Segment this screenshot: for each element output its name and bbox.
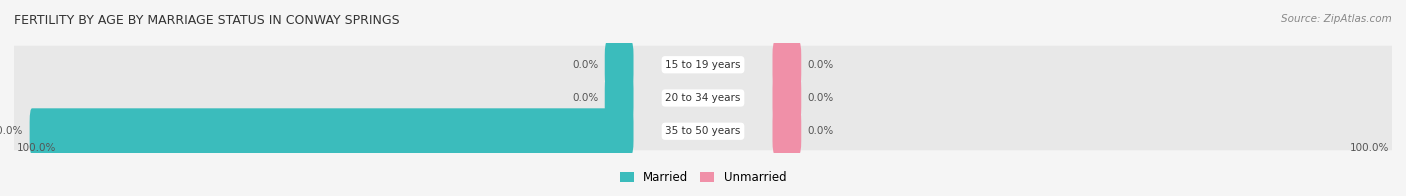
Legend: Married, Unmarried: Married, Unmarried	[614, 166, 792, 189]
FancyBboxPatch shape	[605, 42, 634, 88]
FancyBboxPatch shape	[605, 75, 634, 121]
FancyBboxPatch shape	[30, 108, 634, 154]
FancyBboxPatch shape	[772, 42, 801, 88]
FancyBboxPatch shape	[14, 112, 1392, 150]
FancyBboxPatch shape	[772, 108, 801, 154]
FancyBboxPatch shape	[14, 79, 1392, 117]
FancyBboxPatch shape	[772, 75, 801, 121]
Text: 0.0%: 0.0%	[808, 93, 834, 103]
Text: 0.0%: 0.0%	[808, 126, 834, 136]
Text: 15 to 19 years: 15 to 19 years	[665, 60, 741, 70]
Text: 35 to 50 years: 35 to 50 years	[665, 126, 741, 136]
Text: 0.0%: 0.0%	[572, 60, 598, 70]
Text: 100.0%: 100.0%	[17, 143, 56, 153]
Text: 20 to 34 years: 20 to 34 years	[665, 93, 741, 103]
Text: 100.0%: 100.0%	[0, 126, 22, 136]
Text: FERTILITY BY AGE BY MARRIAGE STATUS IN CONWAY SPRINGS: FERTILITY BY AGE BY MARRIAGE STATUS IN C…	[14, 14, 399, 27]
Text: 100.0%: 100.0%	[1350, 143, 1389, 153]
Text: 0.0%: 0.0%	[572, 93, 598, 103]
Text: Source: ZipAtlas.com: Source: ZipAtlas.com	[1281, 14, 1392, 24]
Text: 0.0%: 0.0%	[808, 60, 834, 70]
FancyBboxPatch shape	[14, 46, 1392, 84]
